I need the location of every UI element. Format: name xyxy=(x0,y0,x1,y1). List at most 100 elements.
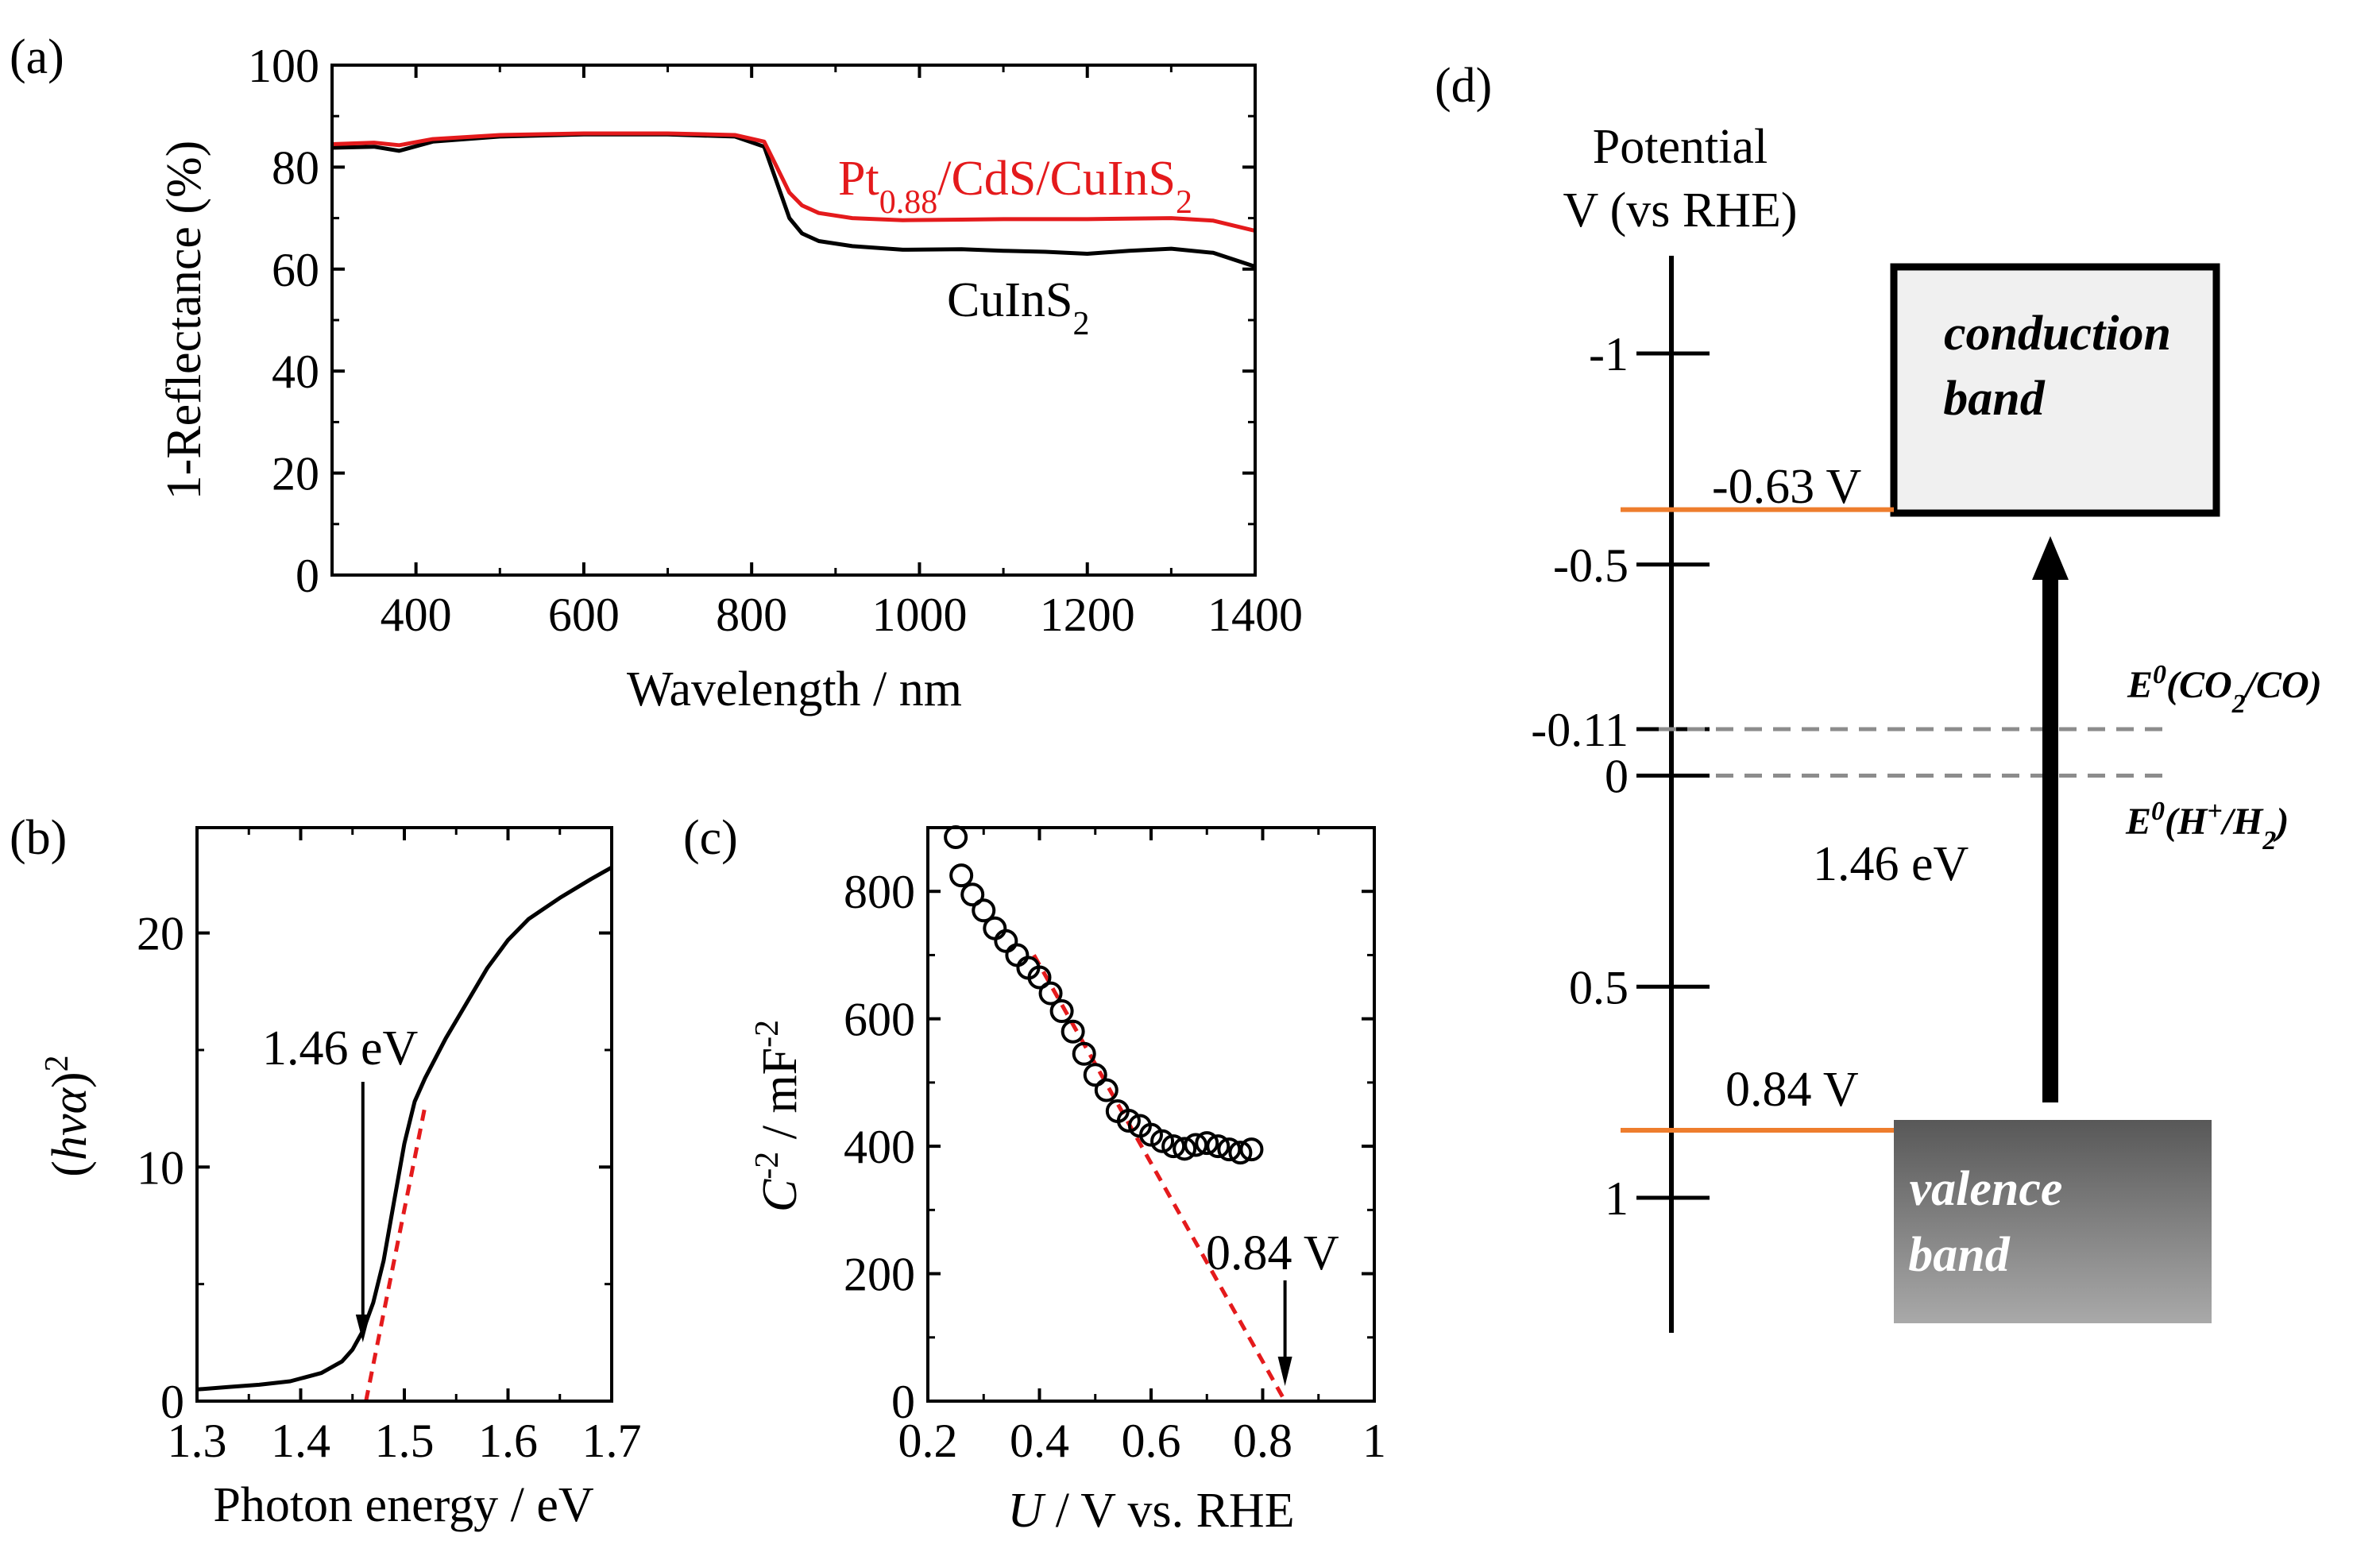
y-tick-label: 60 xyxy=(272,244,319,296)
data-point xyxy=(1239,1137,1264,1162)
panel-b-xlabel: Photon energy / eV xyxy=(213,1478,594,1532)
x-tick-label: 1 xyxy=(1362,1415,1386,1467)
data-point xyxy=(1161,1134,1186,1159)
data-point xyxy=(944,825,968,850)
y-tick-label: 0 xyxy=(296,550,319,602)
panel-b-frame xyxy=(195,826,613,1403)
x-tick-label: 800 xyxy=(716,589,787,641)
vb-level-label: 0.84 V xyxy=(1725,1063,1859,1117)
data-point xyxy=(1061,1019,1085,1044)
data-point xyxy=(1083,1063,1107,1087)
y-tick-label: 20 xyxy=(272,448,319,500)
band-edge-levels xyxy=(1621,507,2169,1133)
x-tick-label: 1.4 xyxy=(271,1415,330,1467)
panel-c-ylabel: C-2 / mF-2 xyxy=(749,1020,807,1212)
panel-b-label: (b) xyxy=(10,811,67,865)
y-tick-label: 0 xyxy=(160,1376,184,1428)
data-point xyxy=(1217,1137,1242,1162)
y-tick-label: 80 xyxy=(272,141,319,194)
data-point xyxy=(1173,1137,1197,1161)
panel-c-arrow xyxy=(1277,1280,1292,1386)
panel-d-label: (d) xyxy=(1435,59,1492,113)
panel-d-axis-title-2: V (vs RHE) xyxy=(1563,183,1797,237)
data-point xyxy=(972,898,996,923)
conduction-band-box xyxy=(1890,263,2220,517)
x-tick-label: 1200 xyxy=(1040,589,1135,641)
panel-a-ylabel: 1-Reflectance (%) xyxy=(157,141,211,500)
valence-band-text-2: band xyxy=(1908,1228,2010,1282)
data-point xyxy=(1184,1133,1208,1157)
y-tick-label: 800 xyxy=(844,866,915,918)
data-point xyxy=(1038,981,1063,1006)
x-tick-label: 1400 xyxy=(1207,589,1303,641)
panel-a-xlabel: Wavelength / nm xyxy=(627,662,962,716)
excitation-arrow-head xyxy=(2032,536,2069,580)
panel-b-ylabel: (hνα)2 xyxy=(39,1055,97,1176)
panel-b-annotation: 1.46 eV xyxy=(262,1021,419,1075)
arrow-head xyxy=(1277,1357,1292,1386)
panel-b-series xyxy=(196,865,613,1402)
data-point xyxy=(1094,1078,1119,1102)
panel-d: (d) Potential V (vs RHE) -1 -0.5 -0.110 0.5… xyxy=(1435,59,2322,1333)
series-line-pt-cds-cuins2 xyxy=(331,131,1256,234)
data-point xyxy=(983,916,1007,940)
y-tick-label: 600 xyxy=(844,994,915,1046)
valence-band-text-1: valence xyxy=(1910,1162,2063,1216)
panel-c-annotation: 0.84 V xyxy=(1206,1226,1339,1280)
panel-a-ticks: 400 600 800 1000 1200 1400 0 20 40 60 80 100 xyxy=(248,40,1303,641)
data-point xyxy=(1049,999,1074,1024)
panel-c-series xyxy=(944,825,1287,1403)
y-tick-label: 0 xyxy=(891,1376,915,1428)
data-point xyxy=(1150,1129,1175,1153)
panel-d-axis-title-1: Potential xyxy=(1593,120,1768,174)
series-line-tauc xyxy=(196,865,613,1392)
legend-pt-cds-cuins2: Pt0.88/CdS/CuInS2 xyxy=(838,152,1192,221)
h-h2-redox-label: E0(H+/H2) xyxy=(2125,797,2289,855)
panel-b: (b) 1.3 1.4 1.5 1.6 1.7 0 10 20 Photon energy /… xyxy=(10,811,642,1532)
x-tick-label: 600 xyxy=(548,589,620,641)
conduction-band-text-2: band xyxy=(1943,372,2045,426)
potential-tick-label: 1 xyxy=(1605,1172,1629,1225)
x-tick-label: 0.4 xyxy=(1010,1415,1069,1467)
conduction-band-text-1: conduction xyxy=(1944,307,2171,361)
panel-a: (a) 400 600 800 1000 1200 1400 0 20 40 60 80 100 Wa… xyxy=(10,30,1303,716)
data-point xyxy=(1072,1041,1096,1066)
potential-axis-ticks: -1 -0.5 -0.110 0.5 1 xyxy=(1531,328,1710,1225)
x-tick-label: 400 xyxy=(381,589,452,641)
x-tick-label: 1.5 xyxy=(375,1415,435,1467)
x-tick-label: 0.2 xyxy=(898,1415,958,1467)
x-tick-label: 1.3 xyxy=(168,1415,227,1467)
panel-b-arrow xyxy=(355,1082,370,1342)
co2-co-redox-label: E0(CO2/CO) xyxy=(2127,660,2322,719)
data-point xyxy=(1027,965,1052,990)
data-point xyxy=(1195,1131,1219,1156)
valence-band-box xyxy=(1894,1120,2212,1323)
arrow-head xyxy=(355,1315,370,1342)
panel-c-frame xyxy=(926,826,1376,1403)
panel-c-xlabel: U / V vs. RHE xyxy=(1007,1484,1294,1538)
panel-a-frame xyxy=(330,64,1257,577)
data-point xyxy=(994,929,1018,953)
data-point xyxy=(949,863,974,888)
panel-a-label: (a) xyxy=(10,30,64,84)
legend-cuins2: CuInS2 xyxy=(947,273,1089,342)
x-tick-label: 0.8 xyxy=(1233,1415,1292,1467)
potential-tick-label: -1 xyxy=(1589,328,1629,380)
potential-tick-label: 0.5 xyxy=(1569,961,1629,1014)
data-point xyxy=(1116,1109,1141,1133)
cb-level-label: -0.63 V xyxy=(1712,460,1862,514)
data-point xyxy=(1206,1134,1231,1159)
x-tick-label: 0.6 xyxy=(1122,1415,1181,1467)
potential-tick-label: -0.11 xyxy=(1531,704,1629,756)
potential-tick-label: -0.5 xyxy=(1553,539,1629,592)
data-point xyxy=(1005,943,1030,967)
fit-line-mott-schottky xyxy=(1032,954,1287,1403)
y-tick-label: 10 xyxy=(137,1141,184,1194)
panel-c-label: (c) xyxy=(683,811,738,865)
panel-c: (c) 0.2 0.4 0.6 0.8 1 0 200 400 600 800 U / V vs.… xyxy=(683,811,1386,1538)
x-tick-label: 1.6 xyxy=(478,1415,538,1467)
potential-tick-label: 0 xyxy=(1605,751,1629,803)
y-tick-label: 100 xyxy=(248,40,319,92)
fit-line-tauc xyxy=(364,1106,427,1402)
